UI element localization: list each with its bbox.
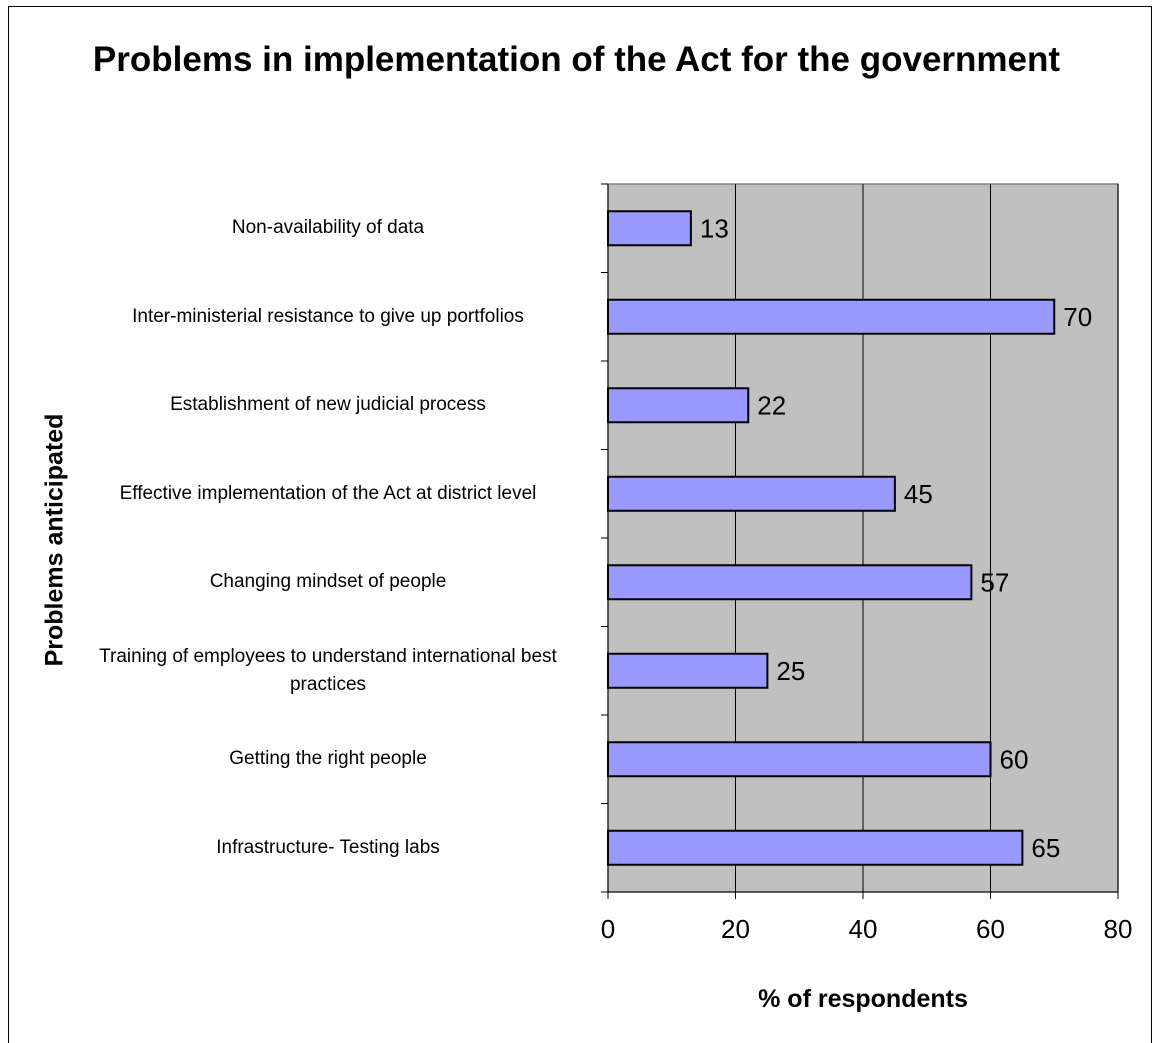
chart-frame: [8, 6, 1152, 1043]
category-label: Changing mindset of people: [209, 571, 447, 593]
bar: [607, 741, 992, 778]
bar-value-label: 60: [1000, 744, 1029, 774]
bar: [607, 387, 750, 424]
bar-value-label: 13: [700, 213, 729, 243]
x-axis-title: % of respondents: [758, 985, 968, 1013]
x-tick-label: 40: [849, 914, 878, 944]
bar: [607, 564, 973, 601]
category-label: Inter-ministerial resistance to give up …: [132, 305, 524, 327]
category-label: Establishment of new judicial process: [170, 394, 486, 416]
x-tick-label: 60: [976, 914, 1005, 944]
x-tick-label: 0: [601, 914, 615, 944]
bar-value-label: 45: [904, 479, 933, 509]
data-labels: 13 70 22 45 57 25 60 65: [700, 213, 1092, 863]
bar: [607, 210, 692, 247]
chart-title: Problems in implementation of the Act fo…: [92, 40, 1061, 79]
category-label: Non-availability of data: [231, 217, 425, 239]
category-label: Effective implementation of the Act at d…: [119, 482, 537, 504]
bar-value-label: 25: [776, 656, 805, 686]
category-label: Infrastructure- Testing labs: [216, 836, 440, 858]
x-tick-labels: 0 20 40 60 80: [601, 914, 1133, 944]
x-tick-label: 20: [721, 914, 750, 944]
bar: [607, 829, 1024, 866]
x-tick-label: 80: [1104, 914, 1133, 944]
bar: [607, 652, 769, 689]
bar-value-label: 70: [1063, 302, 1092, 332]
bar-value-label: 65: [1031, 833, 1060, 863]
y-axis-title: Problems anticipated: [40, 413, 69, 667]
bar-value-label: 22: [757, 390, 786, 420]
category-label: Training of employees to understand inte…: [99, 645, 557, 695]
bar: [607, 475, 896, 512]
axis-ticks: [601, 183, 1119, 899]
bar-value-label: 57: [980, 567, 1009, 597]
bar: [607, 298, 1056, 335]
bars: [607, 210, 1056, 866]
category-label: Getting the right people: [229, 748, 427, 770]
